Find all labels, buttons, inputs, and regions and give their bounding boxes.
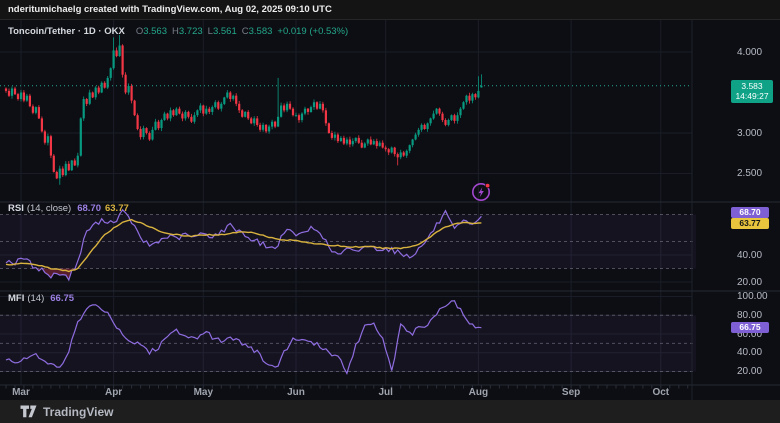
time-axis-label[interactable]: Sep: [561, 387, 581, 398]
mfi-params: (14): [27, 293, 45, 304]
rsi-legend: RSI (14, close) 68.70 63.77: [8, 203, 133, 214]
time-axis-label[interactable]: Jun: [287, 387, 305, 398]
candles-layer: [4, 35, 483, 185]
countdown: 14:49:27: [735, 91, 769, 101]
attribution-text: nderitumichaelg created with TradingView…: [8, 4, 332, 15]
scale-label: 40.00: [737, 347, 763, 359]
ohlc-value: 3.723: [178, 26, 203, 37]
change-value: +0.019 (+0.53%): [277, 26, 349, 37]
scale-label: 60.00: [737, 328, 763, 340]
time-axis-label[interactable]: Mar: [12, 387, 30, 398]
scale-label: 80.00: [737, 309, 763, 321]
symbol-title: Toncoin/Tether · 1D · OKX: [8, 26, 125, 37]
ohlc-letter: L: [207, 26, 213, 37]
rsi-title: RSI: [8, 203, 24, 214]
flash-circle: [472, 183, 490, 201]
rsi-value: 68.70: [77, 203, 101, 214]
scale-label: 20.00: [737, 276, 763, 288]
notification-dot: [485, 183, 490, 188]
time-axis-label[interactable]: Aug: [468, 387, 489, 398]
ohlc-letter: C: [241, 26, 249, 37]
time-axis-label[interactable]: May: [193, 387, 214, 398]
chart-area: Toncoin/Tether · 1D · OKX O3.563 H3.723 L3.…: [0, 20, 780, 400]
rsi-ma-line: [5, 218, 482, 273]
mfi-badge: 66.75: [731, 322, 769, 333]
mfi-title: MFI: [8, 293, 25, 304]
rsi-badge: 68.70: [731, 207, 769, 218]
ohlc-letter: H: [172, 26, 179, 37]
ohlc-letter: O: [135, 26, 144, 37]
rsi-params: (14, close): [26, 203, 72, 214]
lightning-bolt-icon: [478, 187, 484, 198]
time-axis-label[interactable]: Apr: [104, 387, 123, 398]
mfi-legend: MFI (14) 66.75: [8, 293, 78, 304]
time-axis-label[interactable]: Oct: [652, 387, 670, 398]
flash-icon[interactable]: [470, 181, 492, 203]
scale-label: 2.500: [737, 168, 763, 179]
rsi-ma-value: 63.77: [104, 203, 129, 214]
mfi-value: 66.75: [50, 293, 75, 304]
scale-label: 3.000: [737, 127, 763, 139]
symbol-legend: Toncoin/Tether · 1D · OKX O3.563 H3.723 L3.…: [8, 26, 348, 37]
rsi-line: [5, 208, 482, 282]
footer-bar: TradingView: [0, 400, 780, 423]
time-axis-label[interactable]: Jul: [378, 387, 393, 398]
tradingview-logo-icon[interactable]: [20, 405, 37, 418]
attribution-bar: nderitumichaelg created with TradingView…: [0, 0, 780, 20]
ohlc-value: 3.561: [212, 26, 237, 37]
last-price: 3.583: [741, 81, 763, 91]
ohlc-value: 3.563: [143, 26, 167, 37]
scale-label: 4.000: [737, 46, 763, 58]
scale-label: 40.00: [737, 249, 763, 261]
tradingview-brand[interactable]: TradingView: [43, 404, 114, 419]
ohlc-value: 3.583: [248, 26, 273, 37]
mfi-line: [5, 300, 482, 375]
scale-label: 20.00: [737, 366, 763, 377]
ohlc-values: O3.563 H3.723 L3.561 C3.583: [131, 26, 273, 37]
chart-canvas[interactable]: [0, 20, 780, 400]
scale-label: 100.00: [737, 291, 768, 302]
rsi-ma-badge: 63.77: [731, 218, 769, 229]
price-badge: 3.583 14:49:27: [731, 80, 773, 103]
